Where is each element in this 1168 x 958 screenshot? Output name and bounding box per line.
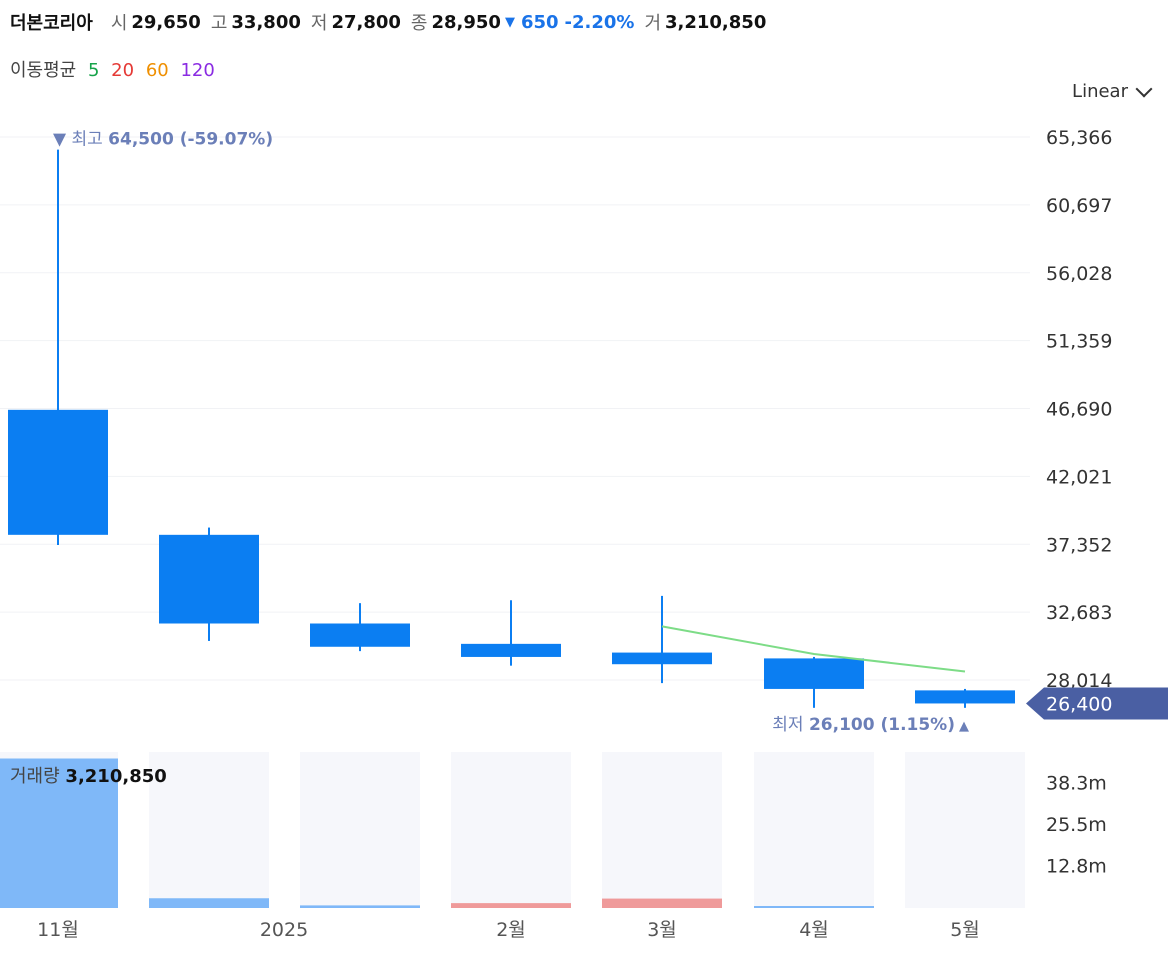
candle-body [915,690,1015,704]
price-axis-label: 37,352 [1046,534,1112,556]
up-triangle-icon: ▲ [959,719,969,734]
ma-60-label[interactable]: 60 [145,60,169,81]
change-percent: -2.20% [564,11,635,33]
ma-20-label[interactable]: 20 [111,60,135,81]
candle-body [310,623,410,647]
low-value: 27,800 [331,11,401,33]
volume-label: 거 [644,13,661,34]
stock-name: 더본코리아 [10,13,93,34]
time-axis-label: 5월 [950,919,980,941]
time-axis-label: 3월 [647,919,677,941]
volume-bar [300,905,420,908]
volume-bar [451,903,571,908]
high-marker-label: ▼ 최고 64,500 (-59.07%) [53,130,273,150]
scale-selector-label: Linear [1072,81,1128,102]
volume-column-background [149,752,269,908]
price-axis-label: 42,021 [1046,466,1112,488]
stock-header: 더본코리아 시 29,650 고 33,800 저 27,800 종 28,95… [10,8,776,36]
close-value: 28,950 [431,11,501,33]
candle-body [764,658,864,689]
price-axis-label: 56,028 [1046,263,1112,285]
ma-5-label[interactable]: 5 [87,60,100,81]
time-axis-label: 2025 [260,919,308,941]
low-label: 저 [310,13,328,34]
candle-body [612,652,712,665]
price-axis-label: 46,690 [1046,399,1112,421]
low-marker-value: 26,100 (1.15%) [809,715,955,735]
ma-120-label[interactable]: 120 [180,60,215,81]
volume-axis-label: 38.3m [1046,773,1107,795]
price-axis-label: 51,359 [1046,331,1112,353]
volume-value: 3,210,850 [665,11,767,33]
time-axis-label: 11월 [37,919,79,941]
volume-axis-label: 12.8m [1046,855,1107,877]
price-axis-label: 28,014 [1046,670,1112,692]
time-axis-label: 4월 [799,919,829,941]
volume-bar [0,758,118,908]
candle-body [159,534,259,624]
moving-average-legend: 이동평균 5 20 60 120 [10,56,221,82]
volume-column-background [602,752,722,908]
moving-average-label: 이동평균 [10,60,77,81]
price-axis-label: 65,366 [1046,127,1112,149]
volume-column-background [905,752,1025,908]
volume-bar [754,906,874,908]
time-axis-label: 2월 [496,919,526,941]
price-axis-label: 60,697 [1046,195,1112,217]
volume-title: 거래량 3,210,850 [10,762,167,788]
volume-column-background [754,752,874,908]
volume-axis-label: 25.5m [1046,814,1107,836]
high-label: 고 [210,13,228,34]
volume-bar [602,898,722,908]
current-price-label: 26,400 [1046,693,1112,715]
candle-body [461,643,561,657]
current-price-tag [1026,687,1168,720]
moving-average-5-line [661,625,966,673]
close-label: 종 [410,13,428,34]
volume-column-background [451,752,571,908]
price-axis-label: 32,683 [1046,602,1112,624]
down-triangle-icon: ▼ [504,14,515,30]
low-marker-text: 최저 [772,715,809,735]
open-label: 시 [110,13,128,34]
high-marker-text: ▼ 최고 [53,130,108,150]
high-marker-value: 64,500 (-59.07%) [108,130,273,150]
candle-body [8,409,108,535]
low-marker-label: 최저 26,100 (1.15%) [772,715,955,735]
volume-column-background [300,752,420,908]
open-value: 29,650 [131,11,201,33]
scale-selector[interactable]: Linear [1072,80,1153,102]
volume-title-value: 3,210,850 [65,766,167,787]
volume-title-label: 거래량 [10,766,60,787]
change-value: 650 [520,11,559,33]
volume-bar [149,898,269,908]
high-value: 33,800 [231,11,301,33]
